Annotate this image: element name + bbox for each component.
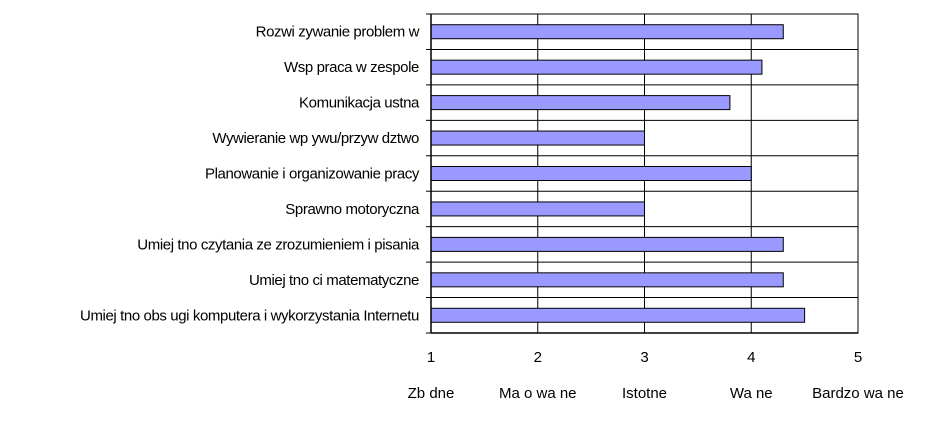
scale-label: Bardzo wa ne xyxy=(812,385,904,402)
category-label: Rozwi zywanie problem w xyxy=(256,24,420,41)
bar xyxy=(430,59,763,75)
category-label: Wsp praca w zespole xyxy=(284,59,419,76)
plot-frame xyxy=(430,13,859,334)
scale-label: Ma o wa ne xyxy=(499,385,577,402)
category-label: Umiej tno czytania ze zrozumieniem i pis… xyxy=(137,236,420,253)
scale-label: Istotne xyxy=(622,385,667,402)
bar xyxy=(430,307,806,323)
scale-label: Zb dne xyxy=(408,385,455,402)
category-label: Komunikacja ustna xyxy=(299,95,420,112)
axes xyxy=(426,13,859,334)
category-label: Planowanie i organizowanie pracy xyxy=(205,166,420,183)
x-tick-label: 4 xyxy=(747,349,755,366)
bars xyxy=(430,24,806,323)
x-tick-label: 3 xyxy=(640,349,648,366)
category-label: Sprawno motoryczna xyxy=(285,201,420,218)
bar xyxy=(430,24,784,40)
category-label: Umiej tno obs ugi komputera i wykorzysta… xyxy=(80,307,419,324)
x-tick-label: 2 xyxy=(534,349,542,366)
bar xyxy=(430,272,784,288)
bar xyxy=(430,236,784,252)
x-tick-labels: 1 2 3 4 5 xyxy=(427,349,862,366)
bar xyxy=(430,166,752,181)
category-label: Wywieranie wp ywu/przyw dztwo xyxy=(212,130,419,147)
bar xyxy=(430,201,645,217)
bar xyxy=(430,95,731,111)
x-tick-label: 5 xyxy=(854,349,862,366)
category-label: Umiej tno ci matematyczne xyxy=(249,272,419,289)
bar xyxy=(430,130,645,146)
category-labels: Rozwi zywanie problem w Wsp praca w zespo… xyxy=(80,24,420,325)
x-tick-label: 1 xyxy=(427,349,435,366)
scale-label: Wa ne xyxy=(730,385,773,402)
scale-labels: Zb dne Ma o wa ne Istotne Wa ne Bardzo wa ne xyxy=(408,385,904,402)
